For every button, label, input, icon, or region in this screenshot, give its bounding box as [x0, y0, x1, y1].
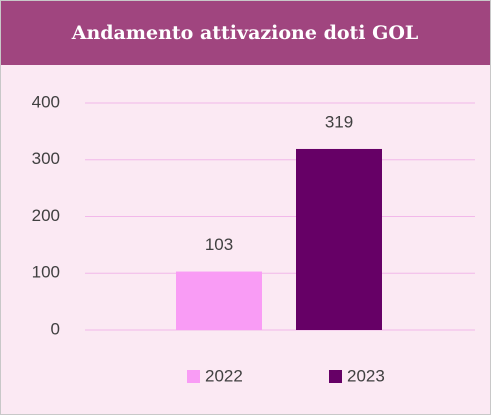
- bar: [296, 148, 382, 330]
- legend-label: 2023: [347, 366, 385, 385]
- y-tick-label: 100: [32, 263, 60, 282]
- header-band: [1, 1, 490, 65]
- data-label: 103: [205, 235, 233, 254]
- data-label: 319: [325, 112, 353, 131]
- y-tick-label: 300: [32, 149, 60, 168]
- y-tick-label: 400: [32, 92, 60, 111]
- y-tick-label: 0: [51, 319, 60, 338]
- legend-swatch: [187, 370, 200, 383]
- bar: [176, 271, 262, 330]
- chart-title: Andamento attivazione doti GOL: [71, 22, 419, 44]
- y-tick-label: 200: [32, 206, 60, 225]
- legend-swatch: [329, 370, 342, 383]
- legend-label: 2022: [205, 366, 243, 385]
